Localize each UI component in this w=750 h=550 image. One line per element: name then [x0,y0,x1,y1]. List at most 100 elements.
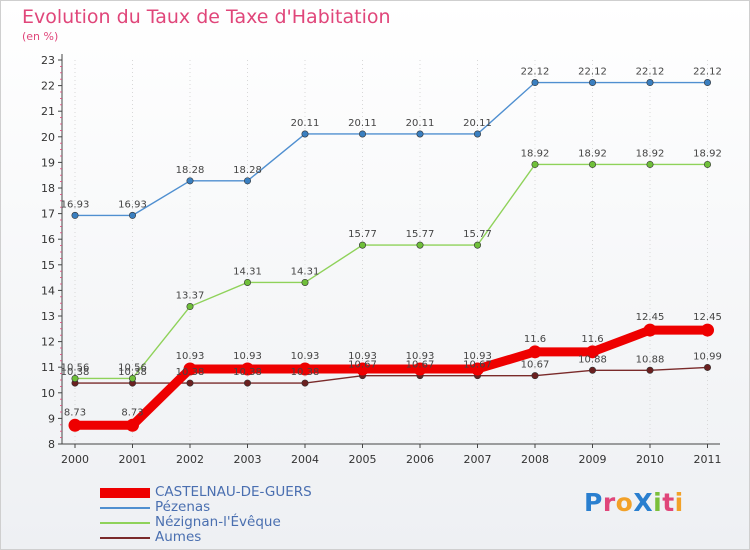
data-label: 18.92 [521,148,550,159]
data-label: 8.73 [121,407,143,418]
data-label: 10.93 [348,351,377,362]
series-2 [71,160,711,382]
chart-title: Evolution du Taux de Taxe d'Habitation [22,6,391,28]
data-labels: 10.38 10.38 10.38 10.38 10.38 10.67 10.67 10.67… [61,67,722,419]
y-tick-label: 11 [41,361,55,374]
data-label: 10.67 [348,360,377,371]
data-label: 10.88 [636,354,665,365]
data-point [301,379,309,387]
data-point [241,362,254,376]
data-label: 10.88 [578,354,607,365]
data-label: 10.93 [463,351,492,362]
data-label: 10.56 [118,362,147,373]
data-label: 20.11 [291,118,320,129]
data-point [531,372,539,380]
data-point [701,323,714,337]
data-label: 11.6 [524,334,546,345]
data-point [413,362,427,376]
logo-letter: i [653,488,663,517]
data-point [186,303,194,311]
y-tick-label: 22 [41,80,55,93]
legend-label: Pézenas [155,499,211,515]
legend-label: Aumes [155,529,202,545]
logo-letter: P [584,488,603,517]
y-tick-label: 19 [41,156,55,169]
proxiti-logo: ProXiti [584,488,684,517]
data-label: 11.6 [581,334,603,345]
legend-swatch [100,537,150,539]
y-tick-label: 8 [48,438,55,451]
chart-axes: 8 9 10 11 12 13 14 15 16 17 18 19 20 21 22 23 2000 2001 20… [41,54,722,466]
y-tick-label: 17 [41,208,55,221]
series-line [75,81,708,217]
x-tick-label: 2010 [636,453,664,466]
data-label: 10.38 [233,367,262,378]
data-point [126,418,139,432]
legend-swatch [100,522,150,524]
data-label: 10.99 [693,351,722,362]
data-label: 18.92 [693,148,722,159]
data-point [186,379,194,387]
data-point [356,362,369,376]
data-point [528,345,542,359]
legend-label: CASTELNAU-DE-GUERS [155,484,312,500]
data-point [358,241,366,249]
data-point [646,79,654,87]
data-label: 12.45 [693,312,722,323]
data-point [531,160,539,168]
y-tick-label: 9 [48,412,55,425]
y-tick-label: 16 [41,233,55,246]
data-label: 10.67 [406,360,435,371]
chart-subtitle: (en %) [22,30,59,43]
data-label: 18.28 [176,165,205,176]
data-point [301,130,309,138]
data-label: 22.12 [578,67,607,78]
data-label: 10.38 [118,367,147,378]
data-label: 10.93 [233,351,262,362]
data-point [301,278,309,286]
series-0 [68,323,714,432]
data-label: 10.38 [61,367,90,378]
series-line [75,163,708,380]
data-label: 8.73 [64,407,86,418]
data-point [244,177,252,185]
data-label: 10.93 [176,351,205,362]
y-tick-label: 10 [41,387,55,400]
x-tick-label: 2009 [579,453,607,466]
data-label: 10.38 [291,367,320,378]
series-layer [68,79,714,432]
data-label: 10.93 [406,351,435,362]
data-point [358,130,366,138]
data-label: 15.77 [463,229,492,240]
data-point [416,241,424,249]
y-tick-label: 18 [41,182,55,195]
data-point [473,130,481,138]
data-point [588,79,596,87]
data-label: 10.56 [61,362,90,373]
data-label: 22.12 [521,67,550,78]
data-point [531,79,539,87]
y-tick-label: 14 [41,284,55,297]
data-point [244,379,252,387]
y-tick-label: 20 [41,131,55,144]
data-point [643,323,657,337]
data-point [244,278,252,286]
data-label: 20.11 [406,118,435,129]
data-point [129,211,137,219]
data-point [298,362,312,376]
data-label: 15.77 [406,229,435,240]
data-label: 20.11 [463,118,492,129]
logo-letter: r [602,488,616,517]
data-label: 12.45 [636,312,665,323]
x-tick-label: 2001 [119,453,147,466]
series-line [75,325,708,430]
x-tick-label: 2003 [234,453,262,466]
y-tick-label: 15 [41,259,55,272]
y-tick-label: 23 [41,54,55,67]
data-point [588,366,596,374]
y-tick-label: 21 [41,105,55,118]
data-label: 10.67 [463,360,492,371]
x-tick-label: 2002 [176,453,204,466]
